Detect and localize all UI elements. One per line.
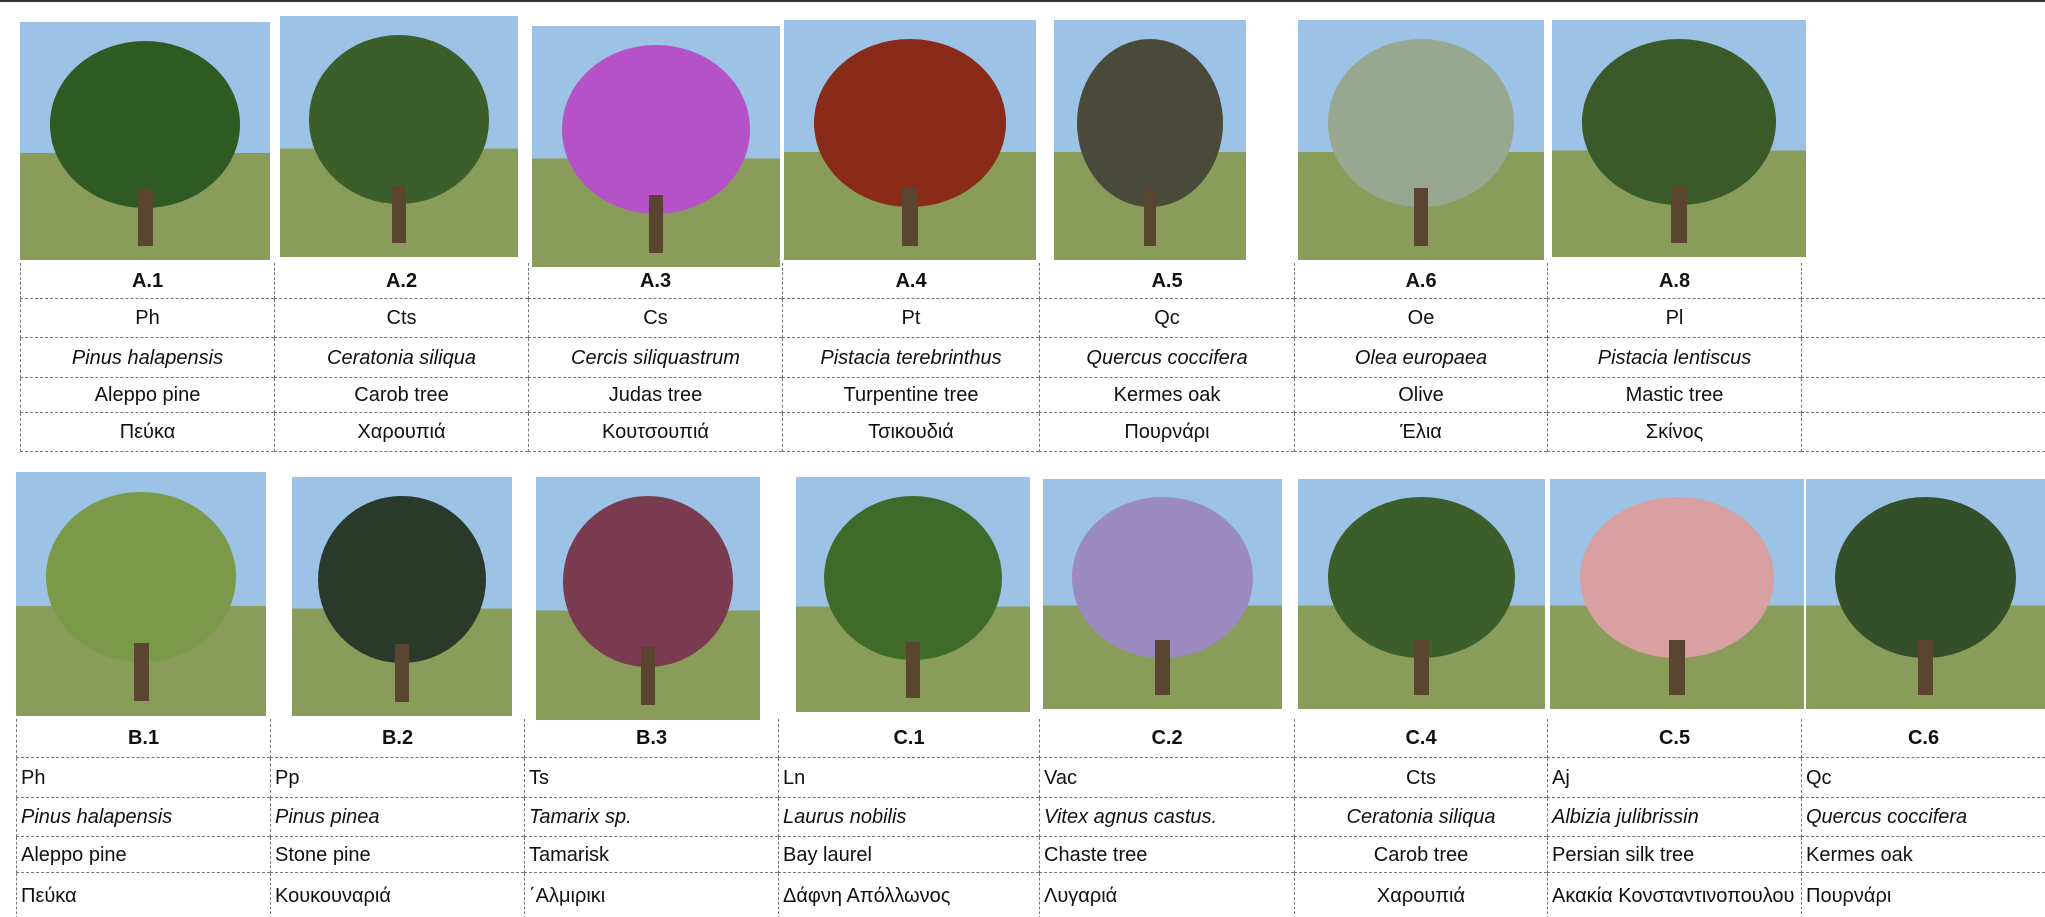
latin-name: Ceratonia siliqua	[1294, 798, 1547, 837]
greek-name: Πεύκα	[16, 873, 270, 917]
greek-name: Χαρουπιά	[1294, 873, 1547, 917]
english-name: Mastic tree	[1547, 378, 1801, 413]
english-name: Turpentine tree	[782, 378, 1039, 413]
abbreviation: Qc	[1039, 299, 1294, 338]
english-name: Aleppo pine	[16, 837, 270, 873]
empty-cell	[1801, 338, 2045, 378]
english-name: Aleppo pine	[20, 378, 274, 413]
greek-name: Πεύκα	[20, 413, 274, 452]
english-name: Tamarisk	[524, 837, 778, 873]
greek-name: Έλια	[1294, 413, 1547, 452]
photo	[280, 16, 518, 257]
abbreviation: Ts	[524, 758, 778, 798]
latin-name: Vitex agnus castus.	[1039, 798, 1294, 837]
latin-name: Pistacia lentiscus	[1547, 338, 1801, 378]
empty-cell	[1801, 263, 2045, 299]
greek-name: Λυγαριά	[1039, 873, 1294, 917]
latin-name: Pinus halapensis	[20, 338, 274, 378]
photo	[1298, 479, 1545, 709]
photo	[20, 22, 270, 260]
greek-name: Πουρνάρι	[1801, 873, 2045, 917]
abbreviation: Cts	[274, 299, 528, 338]
latin-name: Ceratonia siliqua	[274, 338, 528, 378]
photo	[1550, 479, 1804, 709]
code: A.3	[528, 263, 782, 299]
photo	[784, 20, 1036, 260]
abbreviation: Pl	[1547, 299, 1801, 338]
code: A.8	[1547, 263, 1801, 299]
latin-name: Tamarix sp.	[524, 798, 778, 837]
photo	[796, 477, 1030, 712]
english-name: Carob tree	[274, 378, 528, 413]
english-name: Persian silk tree	[1547, 837, 1801, 873]
code: C.6	[1801, 719, 2045, 758]
abbreviation: Ln	[778, 758, 1039, 798]
code: A.2	[274, 263, 528, 299]
photo	[536, 477, 760, 720]
photo	[1298, 20, 1544, 260]
code: B.1	[16, 719, 270, 758]
code: C.5	[1547, 719, 1801, 758]
photo	[1806, 479, 2045, 709]
code: B.3	[524, 719, 778, 758]
abbreviation: Cts	[1294, 758, 1547, 798]
greek-name: Ακακία Κονσταντινοπουλου	[1547, 873, 1801, 917]
code: C.4	[1294, 719, 1547, 758]
empty-cell	[1801, 378, 2045, 413]
code: A.5	[1039, 263, 1294, 299]
photo	[1552, 20, 1806, 257]
empty-cell	[1801, 299, 2045, 338]
english-name: Bay laurel	[778, 837, 1039, 873]
latin-name: Albizia julibrissin	[1547, 798, 1801, 837]
greek-name: Πουρνάρι	[1039, 413, 1294, 452]
latin-name: Quercus coccifera	[1801, 798, 2045, 837]
english-name: Judas tree	[528, 378, 782, 413]
greek-name: Κουτσουπιά	[528, 413, 782, 452]
latin-name: Pinus halapensis	[16, 798, 270, 837]
abbreviation: Ph	[16, 758, 270, 798]
abbreviation: Pt	[782, 299, 1039, 338]
code: C.1	[778, 719, 1039, 758]
english-name: Kermes oak	[1039, 378, 1294, 413]
photo	[292, 477, 512, 716]
latin-name: Cercis siliquastrum	[528, 338, 782, 378]
english-name: Stone pine	[270, 837, 524, 873]
code: C.2	[1039, 719, 1294, 758]
code: A.6	[1294, 263, 1547, 299]
abbreviation: Qc	[1801, 758, 2045, 798]
english-name: Carob tree	[1294, 837, 1547, 873]
greek-name: Χαρουπιά	[274, 413, 528, 452]
greek-name: Κουκουναριά	[270, 873, 524, 917]
photo	[1043, 479, 1282, 709]
latin-name: Quercus coccifera	[1039, 338, 1294, 378]
greek-name: Τσικουδιά	[782, 413, 1039, 452]
latin-name: Laurus nobilis	[778, 798, 1039, 837]
empty-cell	[1801, 413, 2045, 452]
photo	[532, 26, 780, 267]
abbreviation: Oe	[1294, 299, 1547, 338]
english-name: Kermes oak	[1801, 837, 2045, 873]
photo	[1054, 20, 1246, 260]
abbreviation: Ph	[20, 299, 274, 338]
latin-name: Olea europaea	[1294, 338, 1547, 378]
english-name: Olive	[1294, 378, 1547, 413]
abbreviation: Pp	[270, 758, 524, 798]
photo	[16, 472, 266, 716]
abbreviation: Aj	[1547, 758, 1801, 798]
latin-name: Pinus pinea	[270, 798, 524, 837]
greek-name: ΄Αλμιρικι	[524, 873, 778, 917]
greek-name: Δάφνη Απόλλωνος	[778, 873, 1039, 917]
abbreviation: Cs	[528, 299, 782, 338]
latin-name: Pistacia terebrinthus	[782, 338, 1039, 378]
code: B.2	[270, 719, 524, 758]
abbreviation: Vac	[1039, 758, 1294, 798]
english-name: Chaste tree	[1039, 837, 1294, 873]
greek-name: Σκίνος	[1547, 413, 1801, 452]
code: A.4	[782, 263, 1039, 299]
code: A.1	[20, 263, 274, 299]
